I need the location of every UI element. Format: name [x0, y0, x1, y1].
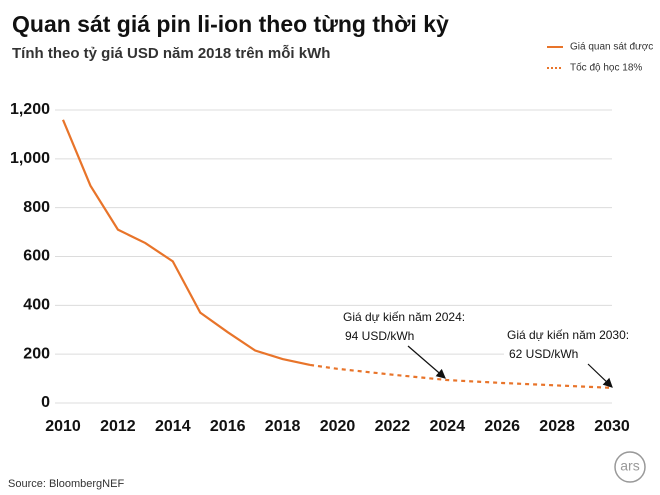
y-tick-label: 0 [41, 394, 50, 411]
y-tick-label: 1,200 [10, 101, 50, 118]
chart-title: Quan sát giá pin li-ion theo từng thời k… [12, 11, 449, 37]
x-tick-label: 2028 [539, 418, 575, 435]
legend-label: Tốc độ học 18% [570, 62, 642, 74]
y-tick-label: 1,000 [10, 150, 50, 167]
y-tick-label: 600 [23, 248, 50, 265]
annotation: 94 USD/kWh [345, 329, 414, 343]
legend-label: Giá quan sát được [570, 42, 653, 53]
x-tick-label: 2014 [155, 418, 191, 435]
x-tick-label: 2022 [375, 418, 411, 435]
series-line [61, 119, 311, 366]
annotation-bg [340, 309, 462, 349]
annotation-bg [504, 327, 626, 367]
x-tick-label: 2012 [100, 418, 136, 435]
x-tick-label: 2024 [430, 418, 466, 435]
y-tick-label: 400 [23, 297, 50, 314]
x-tick-label: 2018 [265, 418, 301, 435]
x-tick-label: 2030 [594, 418, 630, 435]
x-tick-label: 2020 [320, 418, 356, 435]
x-tick-label: 2010 [45, 418, 81, 435]
y-tick-label: 800 [23, 199, 50, 216]
annotation: Giá dự kiến năm 2030: [507, 328, 629, 342]
annotation: Giá dự kiến năm 2024: [343, 310, 465, 324]
series-line [309, 363, 613, 389]
annotation-arrow [407, 345, 446, 379]
x-tick-label: 2026 [484, 418, 520, 435]
logo: ars [620, 458, 639, 474]
annotation-arrow [587, 363, 613, 388]
y-tick-label: 200 [23, 345, 50, 362]
annotation: 62 USD/kWh [509, 347, 578, 361]
x-tick-label: 2016 [210, 418, 246, 435]
chart-subtitle: Tính theo tỷ giá USD năm 2018 trên mỗi k… [12, 45, 330, 62]
logo-circle [614, 451, 646, 483]
source: Source: BloombergNEF [8, 478, 124, 490]
